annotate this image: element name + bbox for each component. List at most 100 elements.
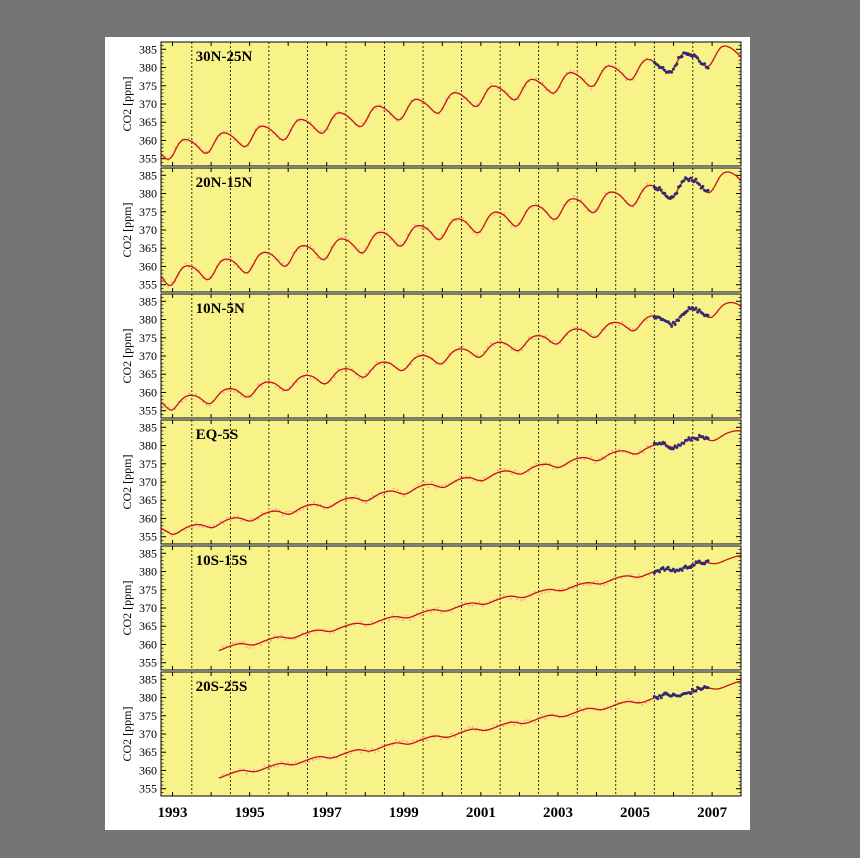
observation-point [181, 400, 184, 403]
observation-point [489, 341, 492, 345]
observation-point [375, 360, 378, 364]
observation-point [593, 334, 597, 337]
observation-point [592, 580, 595, 583]
observation-point [593, 462, 597, 465]
observation-point [208, 404, 212, 408]
observation-point [537, 593, 540, 597]
recent-observation-point [678, 184, 682, 188]
observation-point [315, 630, 318, 633]
observation-point [381, 621, 384, 624]
observation-point [430, 480, 434, 483]
observation-point [531, 206, 534, 210]
observation-point [544, 717, 547, 720]
observation-point [281, 514, 284, 517]
observation-point [396, 488, 399, 492]
observation-point [420, 102, 423, 105]
observation-point [540, 592, 543, 595]
recent-observation-point [706, 188, 710, 192]
observation-point [496, 87, 499, 91]
observation-point [462, 97, 465, 101]
observation-point [221, 645, 224, 649]
y-tick-label: 375 [139, 457, 157, 471]
recent-observation-point [697, 59, 701, 63]
observation-point [493, 344, 496, 347]
observation-point [316, 256, 319, 260]
region-label: 20N-15N [196, 175, 253, 191]
observation-point [294, 760, 297, 764]
observation-point [482, 350, 486, 353]
observation-point [614, 449, 617, 452]
observation-point [413, 223, 416, 226]
observation-point [527, 336, 531, 339]
observation-point [552, 339, 555, 342]
observation-point [332, 755, 335, 758]
observation-point [514, 347, 517, 350]
observation-point [228, 774, 231, 777]
y-tick-label: 355 [139, 278, 157, 292]
observation-point [226, 516, 229, 520]
observation-point [377, 749, 380, 753]
observation-point [534, 337, 538, 340]
recent-observation-point [684, 564, 688, 568]
observation-point [523, 598, 526, 601]
observation-point [420, 481, 423, 485]
observation-point [394, 738, 398, 742]
observation-point [233, 263, 236, 267]
observation-point [621, 320, 624, 323]
observation-point [212, 524, 215, 527]
y-tick-label: 355 [139, 152, 157, 166]
panel-background [160, 419, 742, 545]
observation-point [426, 739, 429, 742]
observation-point [547, 590, 550, 594]
observation-point [309, 377, 312, 380]
y-tick-label: 365 [139, 367, 157, 381]
observation-point [194, 521, 198, 524]
fit-line [160, 430, 741, 536]
observation-point [205, 403, 208, 407]
observation-point [367, 751, 370, 754]
observation-point [502, 594, 505, 597]
observation-point [419, 737, 422, 740]
recent-observation-point [692, 563, 696, 567]
y-tick-label: 365 [139, 241, 157, 255]
fit-line [160, 171, 742, 287]
observation-point [478, 600, 481, 604]
observation-point [351, 367, 354, 370]
observation-point [604, 191, 607, 194]
x-tick-label: 2007 [697, 805, 728, 821]
observation-point [433, 736, 436, 739]
observation-point [389, 238, 392, 241]
observation-point [569, 200, 572, 203]
observation-point [184, 262, 187, 265]
observation-point [305, 118, 309, 121]
recent-observation-point [706, 313, 710, 317]
observation-point [412, 739, 415, 742]
observation-point [440, 611, 443, 615]
recent-observation-point [666, 320, 670, 324]
y-axis-label: CO2 [ppm] [120, 455, 134, 510]
observation-point [583, 458, 586, 461]
observation-point [260, 385, 264, 388]
observation-point [405, 614, 408, 617]
observation-point [434, 486, 437, 489]
observation-point [278, 509, 281, 512]
observation-point [649, 446, 652, 450]
recent-observation-point [671, 67, 675, 71]
observation-point [645, 319, 649, 322]
observation-point [263, 765, 266, 768]
observation-point [573, 194, 576, 198]
recent-observation-point [657, 315, 661, 319]
recent-observation-point [694, 306, 698, 310]
region-label: 10S-15S [196, 553, 248, 569]
recent-observation-point [663, 191, 667, 195]
y-tick-label: 365 [139, 115, 157, 129]
observation-point [436, 606, 439, 609]
observation-point [283, 764, 287, 768]
observation-point [267, 508, 271, 511]
observation-point [229, 388, 232, 392]
observation-point [231, 641, 235, 645]
observation-point [398, 740, 401, 743]
observation-point [458, 216, 461, 219]
observation-point [349, 752, 353, 755]
observation-point [305, 372, 309, 375]
